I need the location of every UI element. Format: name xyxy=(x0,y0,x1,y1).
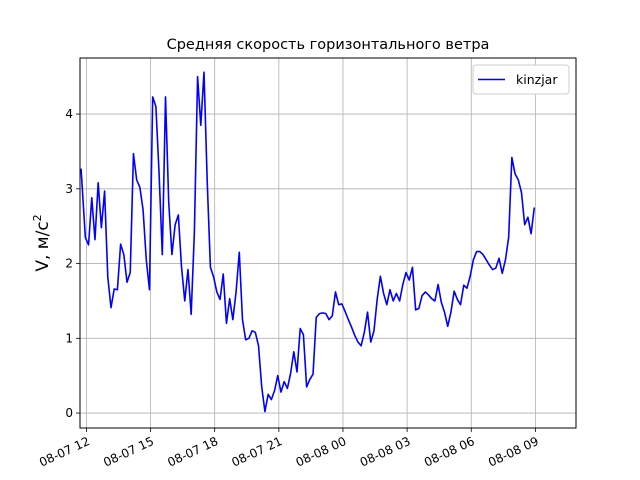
y-axis-label-base: V, м/с xyxy=(33,221,53,271)
series-line-kinzjar xyxy=(80,71,536,413)
y-tick-label: 1 xyxy=(65,331,73,345)
y-axis-ticks: 0 1 2 3 4 xyxy=(65,107,80,420)
chart-title: Средняя скорость горизонтального ветра xyxy=(167,37,490,53)
axes-frame xyxy=(79,57,577,429)
y-axis-label-superscript: 2 xyxy=(31,214,44,221)
y-tick-label: 3 xyxy=(65,182,73,196)
legend: kinzjar xyxy=(472,64,570,95)
y-axis-label: V, м/с2 xyxy=(31,214,53,271)
y-tick-label: 2 xyxy=(65,257,73,271)
y-tick-label: 4 xyxy=(65,107,73,121)
y-tick-label: 0 xyxy=(65,406,73,420)
series-layer xyxy=(80,71,536,413)
legend-label: kinzjar xyxy=(516,72,558,87)
legend-box xyxy=(472,64,570,95)
